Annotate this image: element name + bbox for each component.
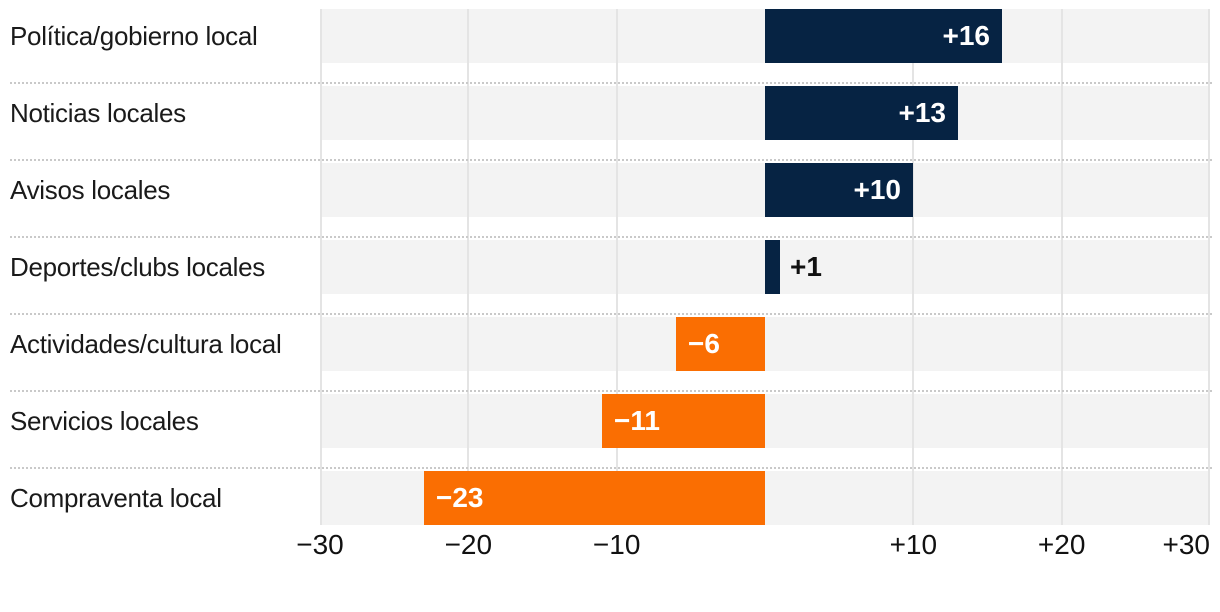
- row-separator: [10, 236, 1212, 238]
- row-band: [320, 394, 1210, 448]
- category-label: Deportes/clubs locales: [10, 252, 265, 282]
- gridline: [1208, 9, 1210, 525]
- bar-value-label: −23: [436, 482, 484, 513]
- bar-value-label: +10: [853, 174, 902, 205]
- row-separator: [10, 390, 1212, 392]
- bar: [765, 86, 958, 140]
- category-label: Noticias locales: [10, 98, 186, 128]
- category-labels-column: Política/gobierno local Noticias locales A…: [10, 9, 310, 525]
- category-label: Compraventa local: [10, 483, 222, 513]
- bar: [765, 240, 780, 294]
- gridline: [320, 9, 322, 525]
- gridline: [616, 9, 618, 525]
- category-label: Actividades/cultura local: [10, 329, 282, 359]
- category-label: Servicios locales: [10, 406, 199, 436]
- row-band: [320, 317, 1210, 371]
- bar-value-label: +1: [790, 251, 822, 282]
- bar-value-label: +16: [942, 20, 991, 51]
- bar-value-label: −11: [614, 405, 660, 436]
- row-separator: [10, 313, 1212, 315]
- category-label: Política/gobierno local: [10, 21, 258, 51]
- x-axis-tick-label: −10: [592, 529, 641, 560]
- x-axis-tick-label: −30: [296, 529, 344, 560]
- x-axis: −30 −20 −10 +10 +20 +30: [296, 529, 1211, 563]
- bar: [765, 163, 913, 217]
- bar: [765, 9, 1002, 63]
- bar: [602, 394, 765, 448]
- x-axis-tick-label: +20: [1037, 529, 1086, 560]
- gridline: [1061, 9, 1063, 525]
- x-axis-tick-label: +10: [889, 529, 938, 560]
- plot-area: +16 +13 +10 +1 −6 −11 −23: [320, 9, 1210, 525]
- x-axis-tick-label: +30: [1162, 529, 1211, 560]
- bar: [424, 471, 765, 525]
- row-separator: [10, 159, 1212, 161]
- gridline: [467, 9, 469, 525]
- bar-value-label: +13: [898, 97, 947, 128]
- row-separator: [10, 82, 1212, 84]
- bar-value-label: −6: [688, 328, 720, 359]
- gridline: [912, 9, 914, 525]
- x-axis-tick-label: −20: [444, 529, 493, 560]
- row-separator: [10, 467, 1212, 469]
- bar: [676, 317, 765, 371]
- category-label: Avisos locales: [10, 175, 171, 205]
